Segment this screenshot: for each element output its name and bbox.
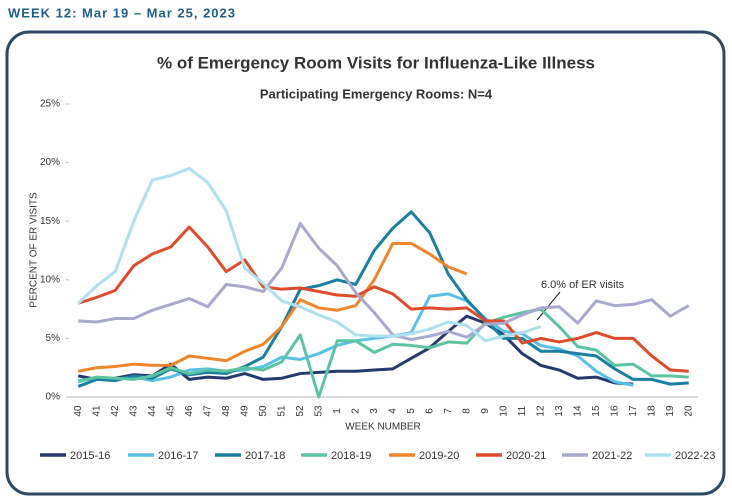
x-tick-label: 10	[498, 405, 509, 417]
x-tick-label: 44	[147, 405, 158, 417]
x-tick-label: 5	[406, 408, 417, 414]
chart-title: % of Emergency Room Visits for Influenza…	[157, 53, 595, 72]
x-tick-label: 9	[480, 408, 491, 414]
x-tick-label: 42	[110, 405, 121, 417]
legend-label: 2022-23	[675, 450, 715, 462]
x-tick-label: 1	[332, 408, 343, 414]
x-tick-label: 40	[73, 405, 84, 417]
x-tick-label: 47	[202, 405, 213, 417]
x-tick-label: 3	[369, 408, 380, 414]
x-tick-label: 49	[239, 405, 250, 417]
y-tick-label: 0%	[46, 392, 61, 403]
x-tick-label: 46	[184, 405, 195, 417]
x-axis-label: WEEK NUMBER	[345, 422, 421, 433]
x-tick-label: 2	[350, 408, 361, 414]
x-tick-label: 43	[128, 405, 139, 417]
y-axis-label: PERCENT OF ER VISITS	[29, 192, 40, 308]
x-tick-label: 13	[554, 405, 565, 417]
x-tick-label: 48	[221, 405, 232, 417]
y-tick-label: 5%	[46, 333, 61, 344]
series-line	[77, 210, 689, 388]
series-line	[77, 225, 689, 373]
series-line	[77, 307, 689, 399]
x-tick-label: 15	[591, 405, 602, 417]
x-tick-label: 53	[313, 405, 324, 417]
legend-label: 2019-20	[419, 450, 459, 462]
x-tick-label: 51	[276, 405, 287, 417]
y-tick-label: 15%	[40, 216, 60, 227]
x-tick-label: 18	[646, 405, 657, 417]
x-tick-label: 12	[535, 405, 546, 417]
legend-label: 2015-16	[70, 450, 110, 462]
x-tick-label: 45	[165, 405, 176, 417]
legend-label: 2021-22	[592, 450, 632, 462]
chart-frame	[5, 30, 726, 496]
y-tick-label: 10%	[40, 274, 60, 285]
series-line	[78, 222, 690, 342]
y-tick-label: 25%	[40, 99, 60, 110]
x-tick-label: 11	[517, 405, 528, 416]
x-tick-label: 6	[424, 408, 435, 414]
x-tick-label: 19	[665, 405, 676, 417]
series-line	[77, 166, 542, 343]
legend-label: 2016-17	[158, 450, 198, 462]
x-tick-label: 50	[258, 405, 269, 417]
x-tick-label: 17	[628, 405, 639, 417]
legend-label: 2018-19	[331, 450, 371, 462]
x-tick-label: 16	[609, 405, 620, 417]
annotation: 6.0% of ER visits	[541, 279, 625, 291]
series-line	[77, 241, 468, 373]
x-tick-label: 41	[91, 405, 102, 417]
x-tick-label: 52	[295, 405, 306, 417]
legend-label: 2020-21	[506, 450, 546, 462]
x-tick-label: 20	[683, 405, 694, 417]
legend-label: 2017-18	[245, 450, 285, 462]
x-tick-label: 8	[461, 408, 472, 414]
x-tick-label: 14	[572, 405, 583, 417]
x-tick-label: 4	[387, 408, 398, 414]
chart-subtitle: Participating Emergency Rooms: N=4	[260, 86, 493, 101]
x-tick-label: 7	[443, 408, 454, 414]
week-header: WEEK 12: Mar 19 – Mar 25, 2023	[8, 5, 236, 20]
y-tick-label: 20%	[40, 157, 60, 168]
